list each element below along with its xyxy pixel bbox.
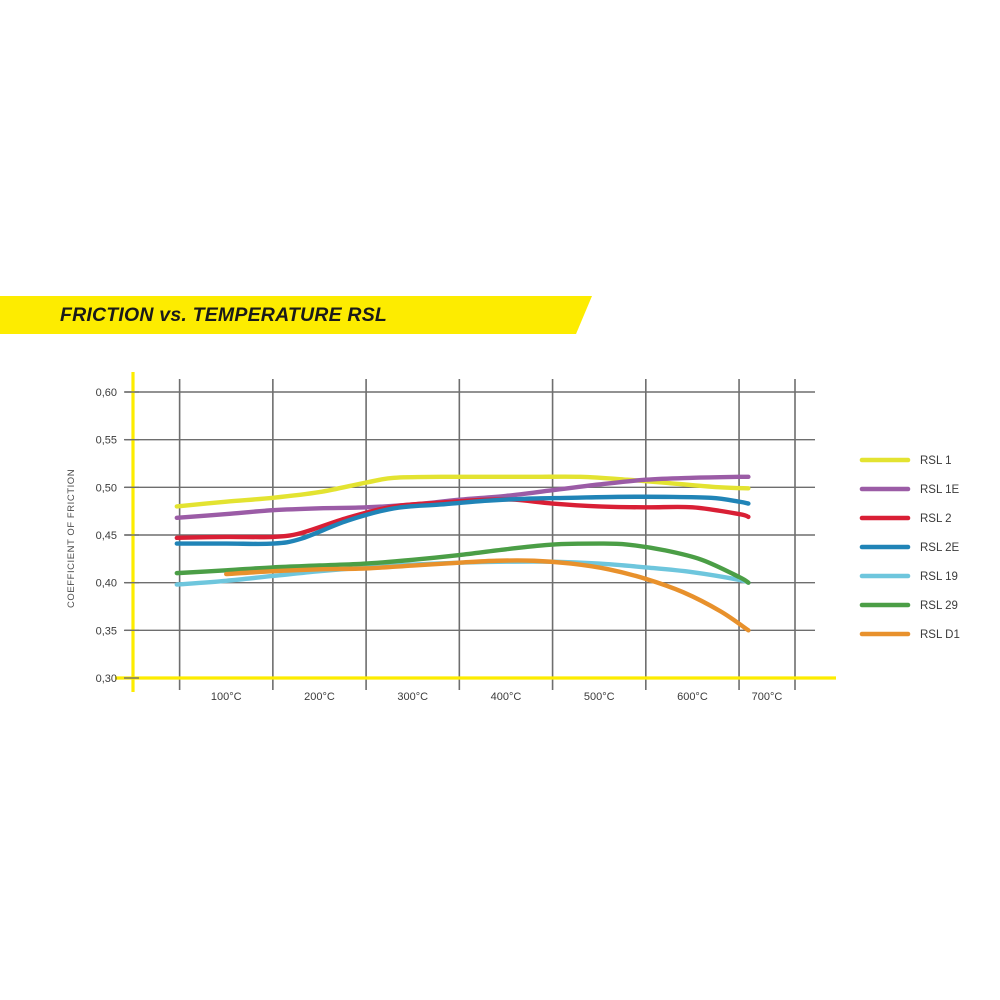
x-axis-tick-label: 100°C — [211, 691, 242, 703]
legend-label: RSL 2 — [920, 513, 952, 525]
chart-legend: RSL 1 RSL 1E RSL 2 RSL 2E RSL 19 RSL 29 RSL D1 — [859, 455, 960, 641]
y-axis-tick-label: 0,30 — [96, 673, 117, 685]
x-axis-tick-label: 700°C — [752, 691, 783, 703]
title-banner: FRICTION vs. TEMPERATURE RSL — [0, 296, 592, 334]
y-axis-tick-label: 0,45 — [96, 530, 117, 542]
legend-label: RSL D1 — [920, 629, 960, 641]
legend-label: RSL 29 — [920, 600, 958, 612]
y-axis-title-text: COEFFICIENT OF FRICTION — [66, 469, 77, 608]
legend-label: RSL 19 — [920, 571, 958, 583]
x-axis-tick-label: 400°C — [491, 691, 522, 703]
axis-lines — [115, 372, 836, 692]
data-series-line — [174, 497, 751, 541]
y-axis-tick-labels: 0,30 0,35 0,40 0,45 0,50 0,55 0,60 — [96, 387, 139, 685]
x-axis-tick-label: 300°C — [397, 691, 428, 703]
y-axis-tick-label: 0,35 — [96, 625, 117, 637]
y-axis-tick-label: 0,55 — [96, 435, 117, 447]
title-banner-shape — [0, 296, 592, 334]
data-series-line — [174, 474, 751, 509]
data-series-line — [224, 558, 751, 633]
grid-lines — [125, 379, 815, 690]
x-axis-tick-label: 500°C — [584, 691, 615, 703]
legend-label: RSL 1 — [920, 455, 952, 467]
y-axis-tick-label: 0,60 — [96, 387, 117, 399]
y-axis-tick-label: 0,40 — [96, 578, 117, 590]
x-axis-tick-label: 200°C — [304, 691, 335, 703]
x-axis-tick-labels: 100°C 200°C 300°C 400°C 500°C 600°C 700°C — [211, 691, 783, 703]
data-series-layer — [174, 474, 751, 633]
y-axis-title: COEFFICIENT OF FRICTION — [66, 469, 77, 608]
x-axis-tick-label: 600°C — [677, 691, 708, 703]
chart-title: FRICTION vs. TEMPERATURE RSL — [60, 304, 388, 326]
y-axis-tick-label: 0,50 — [96, 482, 117, 494]
legend-label: RSL 1E — [920, 484, 960, 496]
data-series-line — [174, 541, 751, 585]
data-series-line — [174, 494, 751, 547]
legend-label: RSL 2E — [920, 542, 960, 554]
